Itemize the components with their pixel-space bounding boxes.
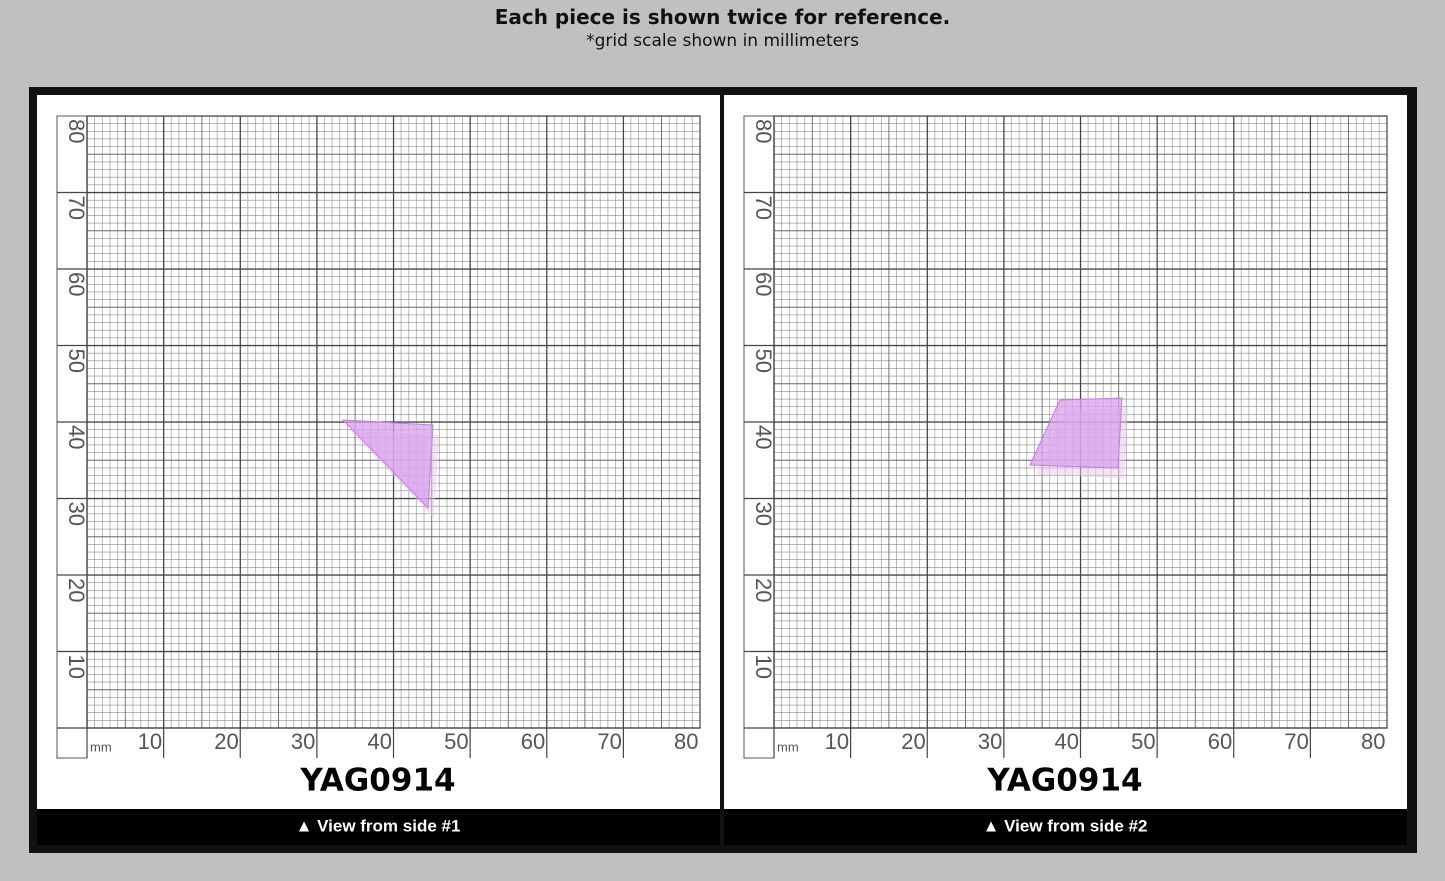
- y-scale-label: 20: [64, 578, 89, 602]
- y-scale-label: 10: [64, 655, 89, 679]
- caption: ▲ View from side #2: [983, 816, 1148, 835]
- x-scale-label: 30: [291, 729, 315, 754]
- y-scale-label: 40: [64, 425, 89, 449]
- panel: 80 70 60 50 40 30 20 10 mm 10 20 30 40 50 60 70 80 YAG091…: [37, 95, 720, 845]
- caption-bar: [37, 809, 720, 845]
- caption-bar: [724, 809, 1407, 845]
- x-scale-label: 70: [1284, 729, 1308, 754]
- subtitle: *grid scale shown in millimeters: [586, 31, 859, 51]
- crystal: [341, 419, 434, 510]
- x-scale-label: 80: [674, 729, 698, 754]
- y-scale-label: 60: [751, 272, 776, 296]
- x-scale-label: 40: [367, 729, 391, 754]
- x-scale-label: 10: [138, 729, 162, 754]
- x-scale-label: 50: [1131, 729, 1155, 754]
- piece-label: YAG0914: [986, 763, 1142, 799]
- y-scale-label: 80: [751, 119, 776, 143]
- y-scale-label: 20: [751, 578, 776, 602]
- x-scale-label: 60: [521, 729, 545, 754]
- y-scale-label: 30: [64, 502, 89, 526]
- piece-label: YAG0914: [299, 763, 455, 799]
- x-scale-label: 40: [1054, 729, 1078, 754]
- y-scale-label: 30: [751, 502, 776, 526]
- y-scale-label: 70: [64, 196, 89, 220]
- x-unit: mm: [90, 739, 112, 754]
- x-scale-label: 30: [978, 729, 1002, 754]
- crystal: [1029, 397, 1123, 469]
- y-scale-label: 50: [751, 349, 776, 373]
- caption: ▲ View from side #1: [296, 816, 461, 835]
- title: Each piece is shown twice for reference.: [494, 5, 951, 29]
- x-scale-label: 10: [825, 729, 849, 754]
- x-scale-label: 50: [444, 729, 468, 754]
- x-unit: mm: [777, 739, 799, 754]
- x-scale-label: 20: [901, 729, 925, 754]
- y-scale-label: 40: [751, 425, 776, 449]
- y-scale-label: 70: [751, 196, 776, 220]
- x-scale-label: 60: [1208, 729, 1232, 754]
- y-scale-label: 50: [64, 349, 89, 373]
- y-scale-label: 60: [64, 272, 89, 296]
- x-scale-label: 70: [597, 729, 621, 754]
- x-scale-label: 80: [1361, 729, 1385, 754]
- x-scale-label: 20: [214, 729, 238, 754]
- y-scale-label: 10: [751, 655, 776, 679]
- y-scale-label: 80: [64, 119, 89, 143]
- panel: 80 70 60 50 40 30 20 10 mm 10 20 30 40 50 60 70 80 YAG091…: [724, 95, 1407, 845]
